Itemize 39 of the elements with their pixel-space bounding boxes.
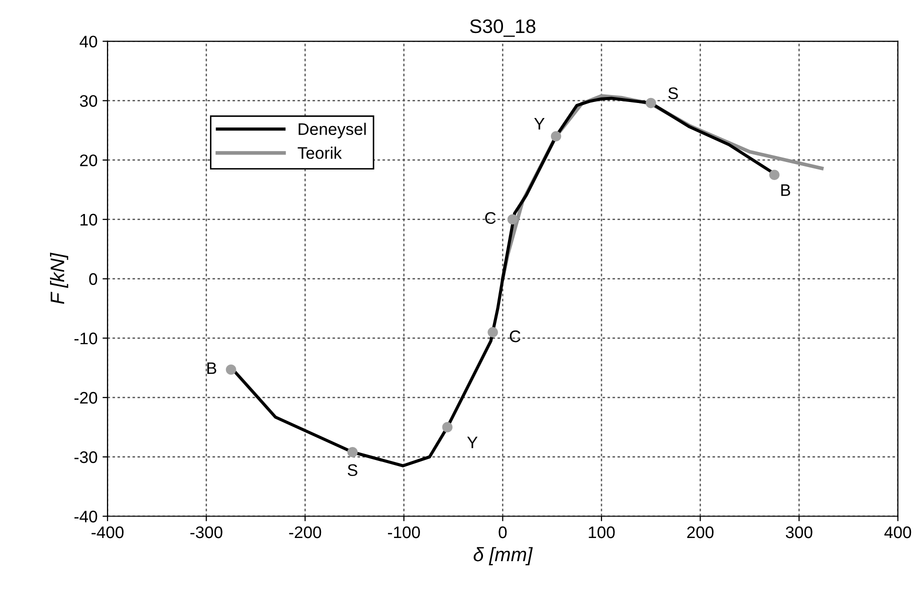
y-axis-title: F [kN] [50,252,68,304]
x-tick-label: -300 [190,526,222,538]
annotation: Y [534,118,545,130]
x-tick-label: 100 [588,526,615,538]
y-tick-label: -10 [74,332,98,344]
point [507,214,518,225]
chart-title: S30_18 [470,19,536,37]
y-tick-label: -20 [74,392,98,404]
point [550,131,562,142]
point [769,170,780,180]
y-tick-label: 40 [80,36,98,48]
point [442,422,453,432]
y-tick-label: 0 [89,273,98,285]
point [347,446,358,458]
annotation: Y [467,436,478,448]
annotation: C [510,330,520,342]
x-tick-label: -400 [92,526,124,538]
x-tick-label: -200 [289,526,322,538]
annotation: C [485,212,496,224]
legend-label: Deneysel [298,122,366,138]
point [226,364,236,375]
annotation: S [348,464,358,476]
y-tick-label: 10 [80,214,98,226]
y-tick-label: 30 [80,95,98,107]
annotation: S [668,87,678,100]
x-axis-title: δ [mm] [474,547,533,566]
y-tick-label: -30 [74,451,98,464]
annotation: B [207,362,216,374]
x-tick-label: 400 [884,526,912,538]
y-tick-label: 20 [80,154,98,166]
annotation: B [781,184,790,196]
x-tick-label: 300 [786,526,812,538]
y-tick-label: -40 [74,510,98,522]
point [646,98,656,108]
x-tick-label: 200 [687,526,714,538]
x-tick-label: 0 [498,526,507,538]
legend-label: Teorik [298,146,342,159]
point [488,327,498,338]
x-tick-label: -100 [388,526,420,538]
